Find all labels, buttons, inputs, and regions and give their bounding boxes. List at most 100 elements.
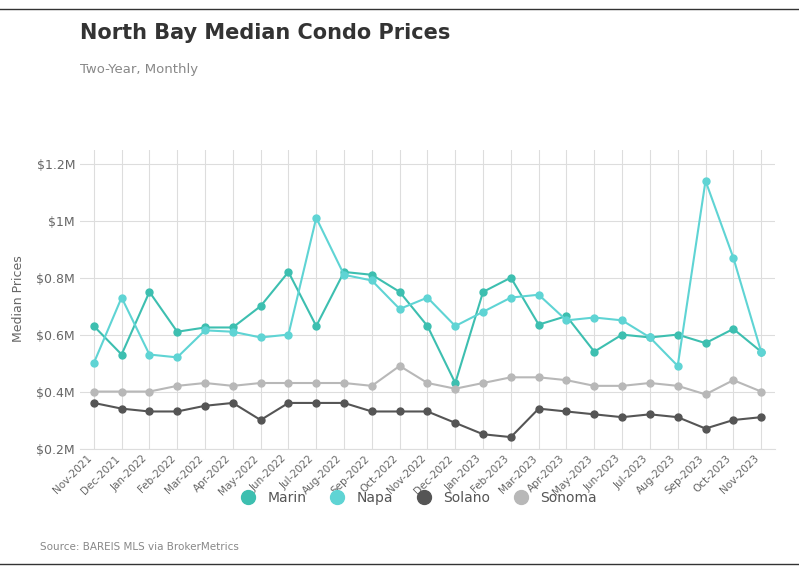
Napa — [479, 308, 488, 315]
Marin — [395, 289, 404, 296]
Marin — [89, 323, 98, 329]
Napa — [89, 359, 98, 366]
Marin — [367, 271, 376, 278]
Marin — [340, 269, 349, 275]
Napa — [173, 354, 182, 361]
Sonoma — [340, 380, 349, 386]
Solano — [451, 419, 460, 426]
Sonoma — [423, 380, 432, 386]
Sonoma — [89, 388, 98, 395]
Sonoma — [173, 382, 182, 389]
Solano — [89, 400, 98, 407]
Marin — [645, 334, 654, 341]
Solano — [340, 400, 349, 407]
Sonoma — [479, 380, 488, 386]
Solano — [284, 400, 293, 407]
Solano — [729, 416, 738, 423]
Napa — [284, 331, 293, 338]
Marin — [284, 269, 293, 275]
Sonoma — [590, 382, 599, 389]
Marin — [618, 331, 627, 338]
Marin — [479, 289, 488, 296]
Sonoma — [673, 382, 682, 389]
Solano — [673, 414, 682, 421]
Napa — [228, 328, 237, 335]
Marin — [701, 340, 710, 347]
Solano — [479, 431, 488, 438]
Napa — [451, 323, 460, 329]
Marin — [312, 323, 321, 329]
Napa — [562, 317, 571, 324]
Marin — [506, 274, 515, 281]
Marin — [228, 324, 237, 331]
Sonoma — [284, 380, 293, 386]
Napa — [757, 348, 766, 355]
Marin — [562, 313, 571, 320]
Line: Sonoma: Sonoma — [90, 362, 765, 398]
Napa — [145, 351, 154, 358]
Sonoma — [534, 374, 543, 381]
Line: Solano: Solano — [90, 400, 765, 440]
Solano — [757, 414, 766, 421]
Sonoma — [562, 377, 571, 384]
Sonoma — [395, 362, 404, 369]
Napa — [367, 277, 376, 284]
Napa — [618, 317, 627, 324]
Line: Marin: Marin — [90, 269, 765, 386]
Marin — [534, 321, 543, 328]
Solano — [367, 408, 376, 415]
Line: Napa: Napa — [90, 177, 765, 369]
Sonoma — [228, 382, 237, 389]
Marin — [673, 331, 682, 338]
Solano — [228, 400, 237, 407]
Solano — [395, 408, 404, 415]
Marin — [201, 324, 210, 331]
Sonoma — [117, 388, 126, 395]
Marin — [173, 328, 182, 335]
Sonoma — [506, 374, 515, 381]
Text: North Bay Median Condo Prices: North Bay Median Condo Prices — [80, 23, 451, 43]
Marin — [423, 323, 432, 329]
Marin — [117, 351, 126, 358]
Napa — [117, 294, 126, 301]
Solano — [256, 416, 265, 423]
Napa — [201, 327, 210, 334]
Sonoma — [618, 382, 627, 389]
Solano — [645, 411, 654, 418]
Legend: Marin, Napa, Solano, Sonoma: Marin, Napa, Solano, Sonoma — [229, 485, 602, 511]
Marin — [451, 380, 460, 386]
Solano — [145, 408, 154, 415]
Text: Source: BAREIS MLS via BrokerMetrics: Source: BAREIS MLS via BrokerMetrics — [40, 542, 239, 552]
Sonoma — [645, 380, 654, 386]
Marin — [729, 325, 738, 332]
Solano — [423, 408, 432, 415]
Marin — [256, 302, 265, 309]
Sonoma — [256, 380, 265, 386]
Napa — [673, 362, 682, 369]
Napa — [645, 334, 654, 341]
Marin — [145, 289, 154, 296]
Napa — [506, 294, 515, 301]
Y-axis label: Median Prices: Median Prices — [12, 256, 26, 342]
Solano — [562, 408, 571, 415]
Solano — [534, 405, 543, 412]
Solano — [173, 408, 182, 415]
Sonoma — [701, 391, 710, 398]
Sonoma — [729, 377, 738, 384]
Text: Two-Year, Monthly: Two-Year, Monthly — [80, 63, 198, 76]
Napa — [534, 292, 543, 298]
Napa — [729, 254, 738, 261]
Solano — [618, 414, 627, 421]
Napa — [395, 305, 404, 312]
Sonoma — [757, 388, 766, 395]
Napa — [340, 271, 349, 278]
Sonoma — [312, 380, 321, 386]
Marin — [590, 348, 599, 355]
Marin — [757, 348, 766, 355]
Sonoma — [145, 388, 154, 395]
Solano — [312, 400, 321, 407]
Sonoma — [451, 385, 460, 392]
Solano — [201, 402, 210, 409]
Sonoma — [367, 382, 376, 389]
Solano — [590, 411, 599, 418]
